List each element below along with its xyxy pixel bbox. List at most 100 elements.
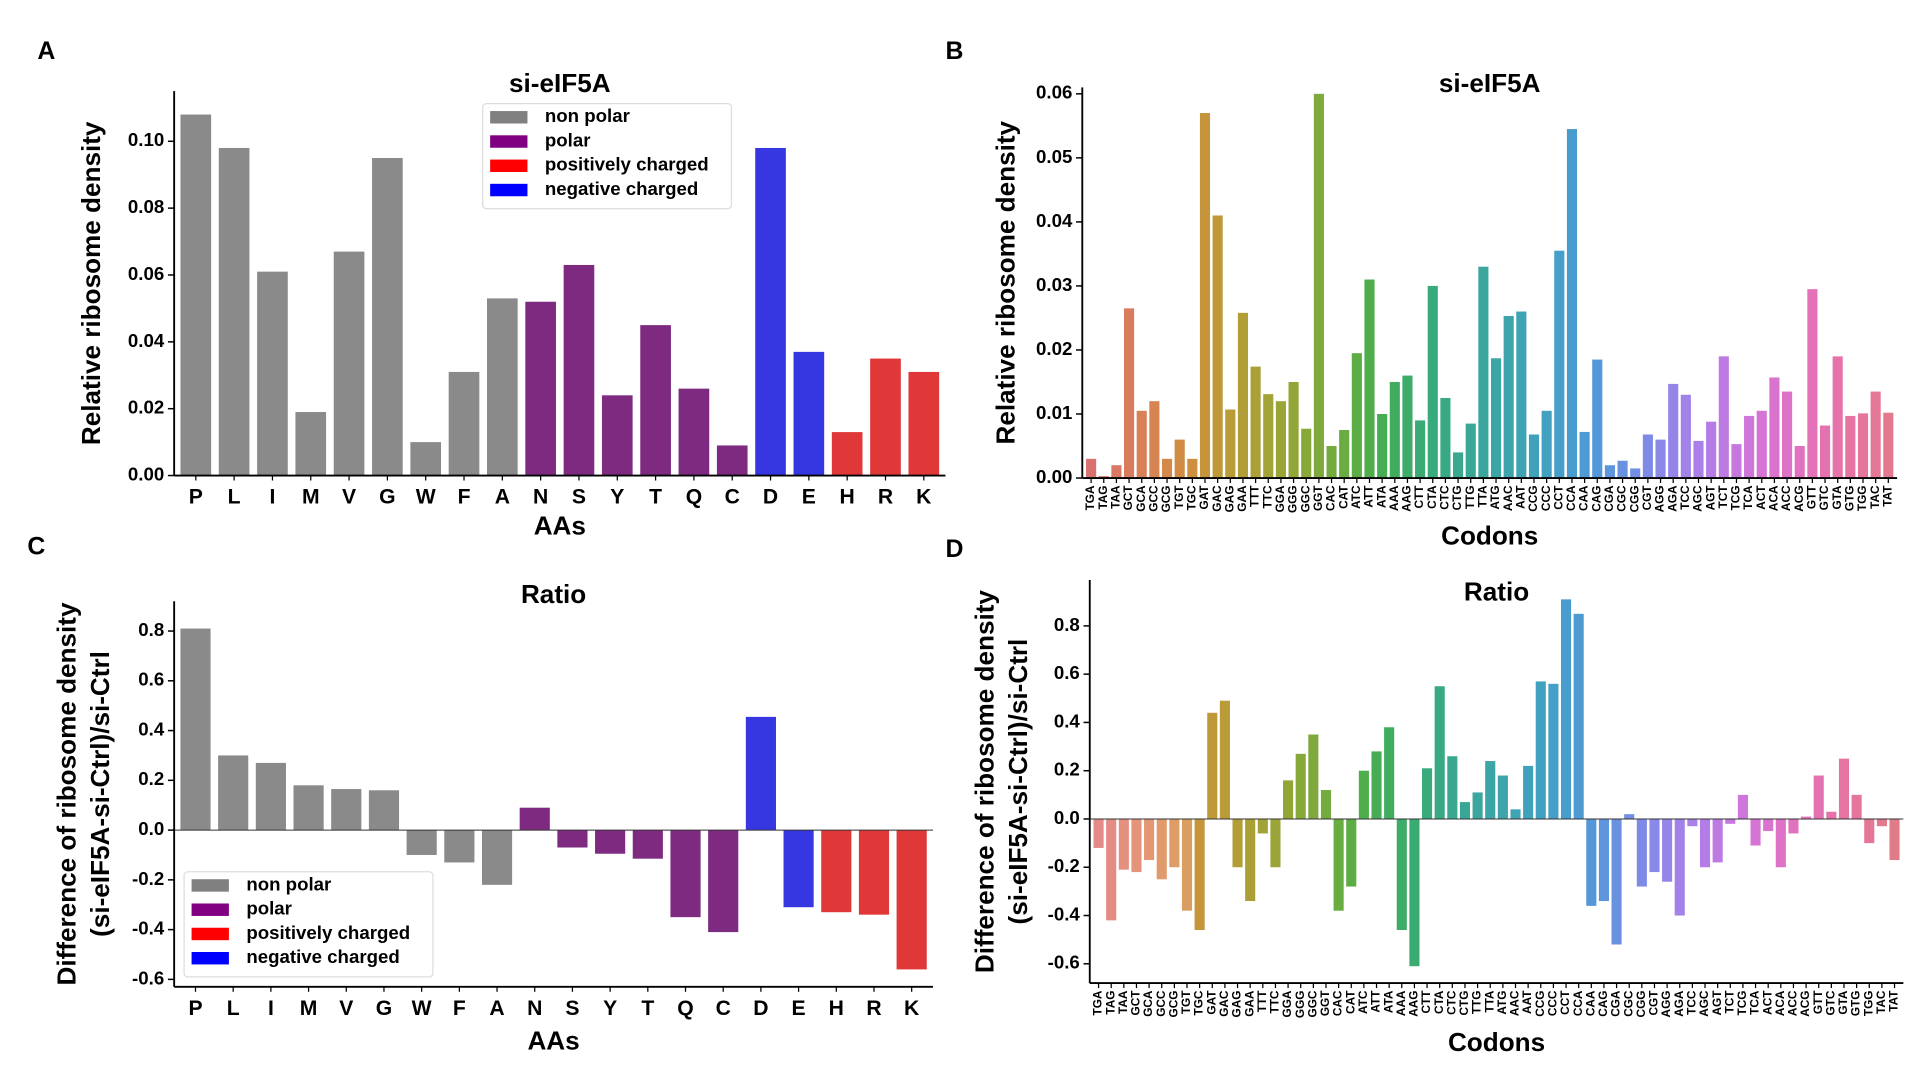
x-tick-label: K — [904, 997, 920, 1020]
x-tick-label: CAA — [1577, 485, 1591, 511]
y-tick-label: 0.00 — [128, 463, 164, 484]
x-tick-label: CGG — [1634, 991, 1648, 1018]
x-tick-label: TCC — [1685, 990, 1699, 1015]
x-tick-label: GGC — [1305, 990, 1319, 1017]
x-tick-label: ATC — [1349, 485, 1363, 509]
x-tick-label: G — [376, 997, 392, 1020]
legend-swatch — [490, 135, 528, 148]
x-tick-label: V — [342, 486, 356, 509]
bar — [444, 830, 475, 863]
bar — [519, 807, 550, 831]
x-tick-label: ATT — [1369, 990, 1383, 1013]
bar — [1389, 381, 1400, 479]
bar — [1548, 683, 1559, 819]
bar — [1497, 775, 1508, 819]
x-tick-label: TAG — [1103, 991, 1117, 1015]
y-tick-label: 0.05 — [1036, 146, 1072, 167]
bar — [1093, 818, 1104, 848]
bar — [1674, 818, 1685, 916]
y-tick-label: 0.02 — [1036, 338, 1072, 359]
x-tick-label: TAA — [1116, 990, 1130, 1014]
x-tick-label: GCT — [1129, 990, 1143, 1016]
y-tick-label: 0.2 — [138, 768, 164, 789]
bar — [1750, 818, 1761, 846]
bar — [793, 351, 825, 476]
x-tick-label: GAC — [1217, 990, 1231, 1017]
bar — [487, 298, 518, 476]
x-tick-label: Y — [603, 997, 617, 1020]
y-tick-label: 0.10 — [128, 129, 164, 150]
x-tick-label: CGC — [1615, 485, 1629, 512]
x-tick-label: ACC — [1779, 485, 1793, 511]
x-tick-label: CGC — [1621, 990, 1635, 1017]
y-tick-label: -0.6 — [1048, 952, 1080, 973]
x-tick-label: F — [458, 486, 471, 509]
bar — [1245, 818, 1256, 902]
bar — [1199, 113, 1211, 479]
bar — [1819, 425, 1831, 479]
bar — [1187, 458, 1198, 479]
x-tick-label: AAA — [1394, 990, 1408, 1016]
x-tick-label: GCG — [1166, 991, 1180, 1018]
bar — [1427, 285, 1438, 479]
bar — [1174, 439, 1185, 479]
bar — [1371, 751, 1382, 819]
bar — [1118, 818, 1129, 870]
chart-title: Ratio — [1464, 577, 1529, 607]
bar — [1756, 410, 1767, 479]
bar — [1086, 458, 1097, 479]
bar — [1156, 818, 1167, 880]
bar — [1295, 753, 1306, 819]
bar — [1712, 818, 1723, 863]
y-tick-label: 0.03 — [1036, 274, 1072, 295]
bar — [708, 830, 739, 933]
legend-swatch — [490, 183, 528, 197]
bar — [1718, 356, 1729, 479]
x-tick-label: GAT — [1204, 990, 1218, 1015]
x-tick-label: TAG — [1096, 485, 1110, 509]
bar — [1535, 681, 1546, 819]
legend-swatch — [191, 952, 229, 965]
x-tick-label: CAG — [1596, 991, 1610, 1017]
bar — [1409, 818, 1420, 967]
y-tick-label: 0.01 — [1036, 402, 1072, 423]
bar — [1257, 818, 1268, 834]
x-tick-label: GTG — [1842, 485, 1856, 511]
bar — [1326, 446, 1337, 479]
bar — [1283, 780, 1294, 819]
x-tick-label: GAG — [1222, 485, 1236, 512]
x-tick-label: GGG — [1286, 485, 1300, 513]
bar — [1111, 465, 1122, 479]
x-tick-label: ATG — [1488, 485, 1502, 509]
bar — [716, 445, 748, 476]
x-tick-label: C — [716, 997, 731, 1020]
bar — [1384, 727, 1395, 819]
bar — [670, 830, 701, 918]
bar — [1402, 375, 1413, 479]
bar — [1611, 818, 1622, 945]
bar — [1566, 129, 1578, 479]
y-axis-label: Relative ribosome density — [76, 121, 106, 445]
x-tick-label: GCC — [1154, 990, 1168, 1017]
y-tick-label: 0.0 — [1054, 807, 1080, 828]
x-tick-label: AGC — [1697, 990, 1711, 1017]
y-axis-label: (si-eIF5A-si-Ctrl)/si-Ctrl — [85, 651, 115, 937]
bar — [557, 830, 588, 848]
bar — [180, 628, 211, 831]
bar — [293, 785, 324, 831]
x-tick-label: CCC — [1539, 485, 1553, 511]
bar — [295, 412, 327, 476]
bar — [1528, 434, 1540, 479]
bar — [218, 147, 250, 476]
bar — [1876, 818, 1887, 827]
x-tick-label: TTA — [1476, 485, 1490, 508]
bar — [601, 395, 633, 476]
panel-label: B — [945, 37, 963, 65]
bar — [1346, 818, 1357, 887]
y-tick-label: -0.2 — [1048, 855, 1080, 876]
x-tick-label: TAC — [1868, 485, 1882, 509]
bar — [1415, 420, 1426, 479]
y-tick-label: 0.8 — [1054, 614, 1080, 635]
bar — [1472, 792, 1483, 819]
